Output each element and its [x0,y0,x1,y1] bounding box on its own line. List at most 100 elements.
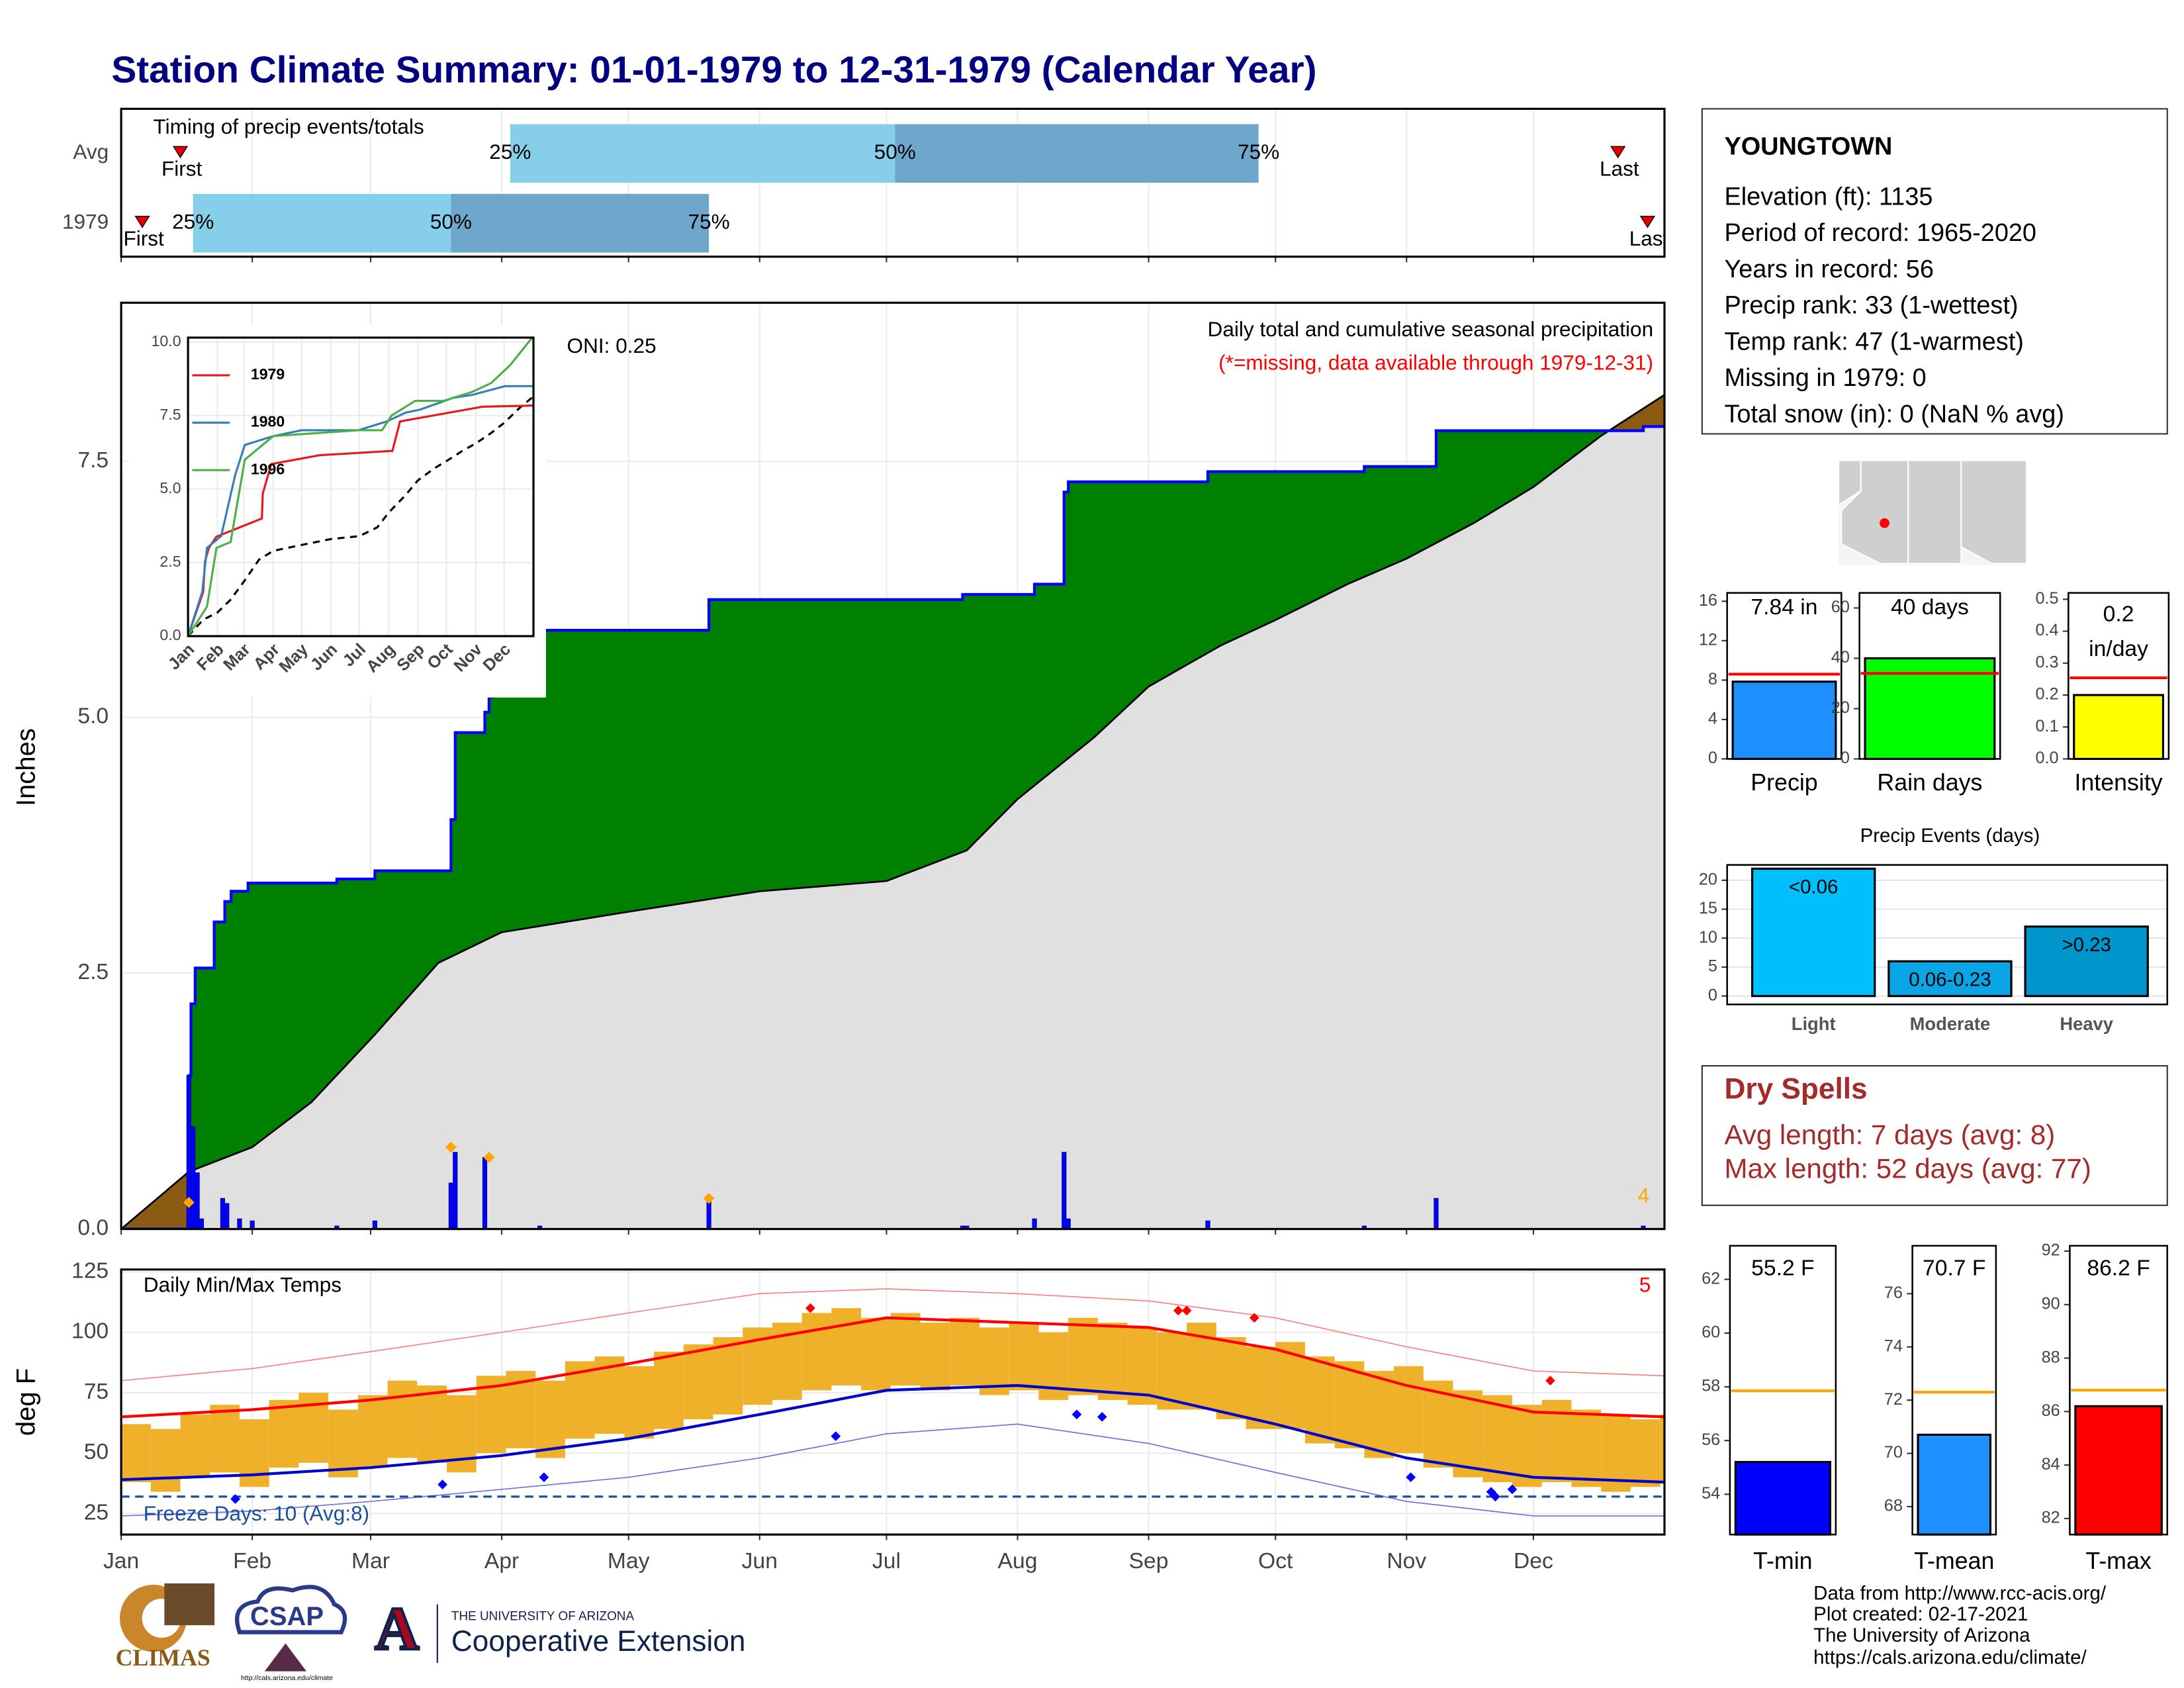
value-label: 40 days [1891,595,1969,620]
event-label: First [123,226,164,250]
record-day-marker [1545,1376,1555,1386]
daily-temp-bar [535,1380,565,1458]
y-tick-label: 8 [1708,670,1717,688]
daily-temp-bar [121,1424,151,1482]
dry-spells-line: Avg length: 7 days (avg: 8) [1724,1119,2055,1150]
inset-y-tick-label: 7.5 [159,406,181,423]
legend-label: 1980 [251,413,285,430]
footer-line: https://cals.arizona.edu/climate/ [1813,1647,2087,1669]
daily-bar [250,1220,255,1229]
y-tick-label: 88 [2042,1348,2060,1366]
daily-temp-bar [1364,1371,1394,1458]
y-tick-label: 0.5 [2035,589,2058,608]
record-day-marker [437,1479,448,1490]
daily-temp-bar [417,1385,447,1463]
x-tick-label: Mar [351,1549,390,1573]
daily-temp-bar [328,1409,358,1477]
y-tick-label: 10 [1699,928,1717,947]
y-tick-label: 74 [1884,1336,1903,1355]
daily-temp-bar [920,1323,950,1391]
daily-temp-bar [1097,1323,1128,1400]
y-tick-label: 5 [1708,957,1717,976]
quartile-label: 25% [489,140,531,164]
bar [1734,1461,1832,1536]
daily-temp-bar [150,1429,181,1492]
footer-line: Data from http://www.rcc-acis.org/ [1813,1583,2107,1605]
x-tick-label: Oct [1258,1549,1293,1573]
csap-mountain [264,1643,307,1671]
corner-label: 5 [1639,1272,1651,1296]
value-label: 86.2 F [2087,1256,2150,1281]
y-axis-label: deg F [12,1368,41,1436]
record-day-marker [1406,1472,1416,1483]
daily-temp-bar [1482,1395,1512,1482]
y-tick-label: 0 [1708,749,1717,767]
quartile-label: 50% [874,140,916,164]
category-label: Rain days [1877,769,1982,796]
daily-temp-bar [1453,1390,1483,1477]
panel-title: Timing of precip events/totals [154,115,424,138]
daily-bar [372,1220,378,1229]
daily-temp-bar [890,1313,921,1385]
y-tick-label: 0.1 [2035,717,2058,735]
station-box [1701,108,2168,435]
category-label: T-min [1753,1548,1812,1574]
y-tick-label: 54 [1702,1484,1720,1503]
logos: CLIMAS CSAP http://cals.arizona.edu/clim… [116,1583,746,1682]
x-tick-label: May [608,1549,650,1573]
daily-temp-bar [1630,1419,1661,1487]
daily-bar [482,1156,488,1229]
event-marker [1639,216,1656,228]
station-name: YOUNGTOWN [1724,132,1892,160]
event-marker [1610,146,1626,159]
y-tick-label: 20 [1831,698,1850,717]
y-tick-label: 20 [1699,870,1717,888]
y-tick-label: 76 [1884,1284,1903,1302]
x-tick-label: Nov [1387,1549,1426,1573]
inset-lines [188,337,534,636]
record-day-marker [805,1303,815,1313]
station-line: Precip rank: 33 (1-wettest) [1724,292,2018,320]
temp-plot [121,1288,1664,1517]
daily-temp-bar [1660,1414,1664,1482]
daily-bar [224,1203,230,1229]
inset-y-tick-label: 10.0 [152,332,181,350]
record-day-marker [831,1431,841,1441]
extension-text: Cooperative Extension [451,1625,746,1658]
daily-bar [1032,1218,1037,1229]
record-day-marker [1181,1305,1192,1316]
daily-temp-bar [979,1327,1009,1395]
y-tick-label: 4 [1708,710,1717,728]
daily-bar [1062,1152,1067,1229]
daily-temp-bar [713,1336,743,1415]
average-line [121,394,1664,1229]
y-tick-label: 82 [2042,1509,2060,1527]
y-tick-label: 60 [1831,598,1850,616]
normal-high-line [121,1316,1664,1419]
y-tick-label: 0 [1841,749,1850,767]
daily-bar [1066,1218,1071,1229]
climas-logo-block [164,1583,215,1626]
panel-frame [120,301,1666,1231]
dry-spells-box [1701,1065,2168,1206]
daily-bar [191,1126,196,1229]
value-label: 7.84 in [1751,595,1817,620]
quartile-label: 75% [1238,140,1279,164]
station-line: Missing in 1979: 0 [1724,364,1926,392]
timing-rows: 25% 50% 75% First Last 25% 50% 75% First Last [123,124,1664,253]
daily-temp-bar [1157,1332,1187,1410]
y-tick-label: 58 [1702,1377,1720,1395]
y-tick-label: 0 [1708,986,1717,1004]
y-tick-label: 15 [1699,899,1717,917]
daily-bar [1205,1220,1210,1229]
quartile-bar [895,124,1259,183]
y-tick-label: 70 [1884,1443,1903,1462]
bar [2024,925,2149,998]
unit-label: in/day [2089,637,2148,661]
bar-frame [1729,1244,1837,1536]
csap-cloud [235,1585,347,1634]
record-low-line [121,1423,1664,1517]
category-label: Intensity [2074,769,2162,796]
record-day-marker [1071,1409,1082,1420]
category-label: Precip [1751,769,1817,796]
